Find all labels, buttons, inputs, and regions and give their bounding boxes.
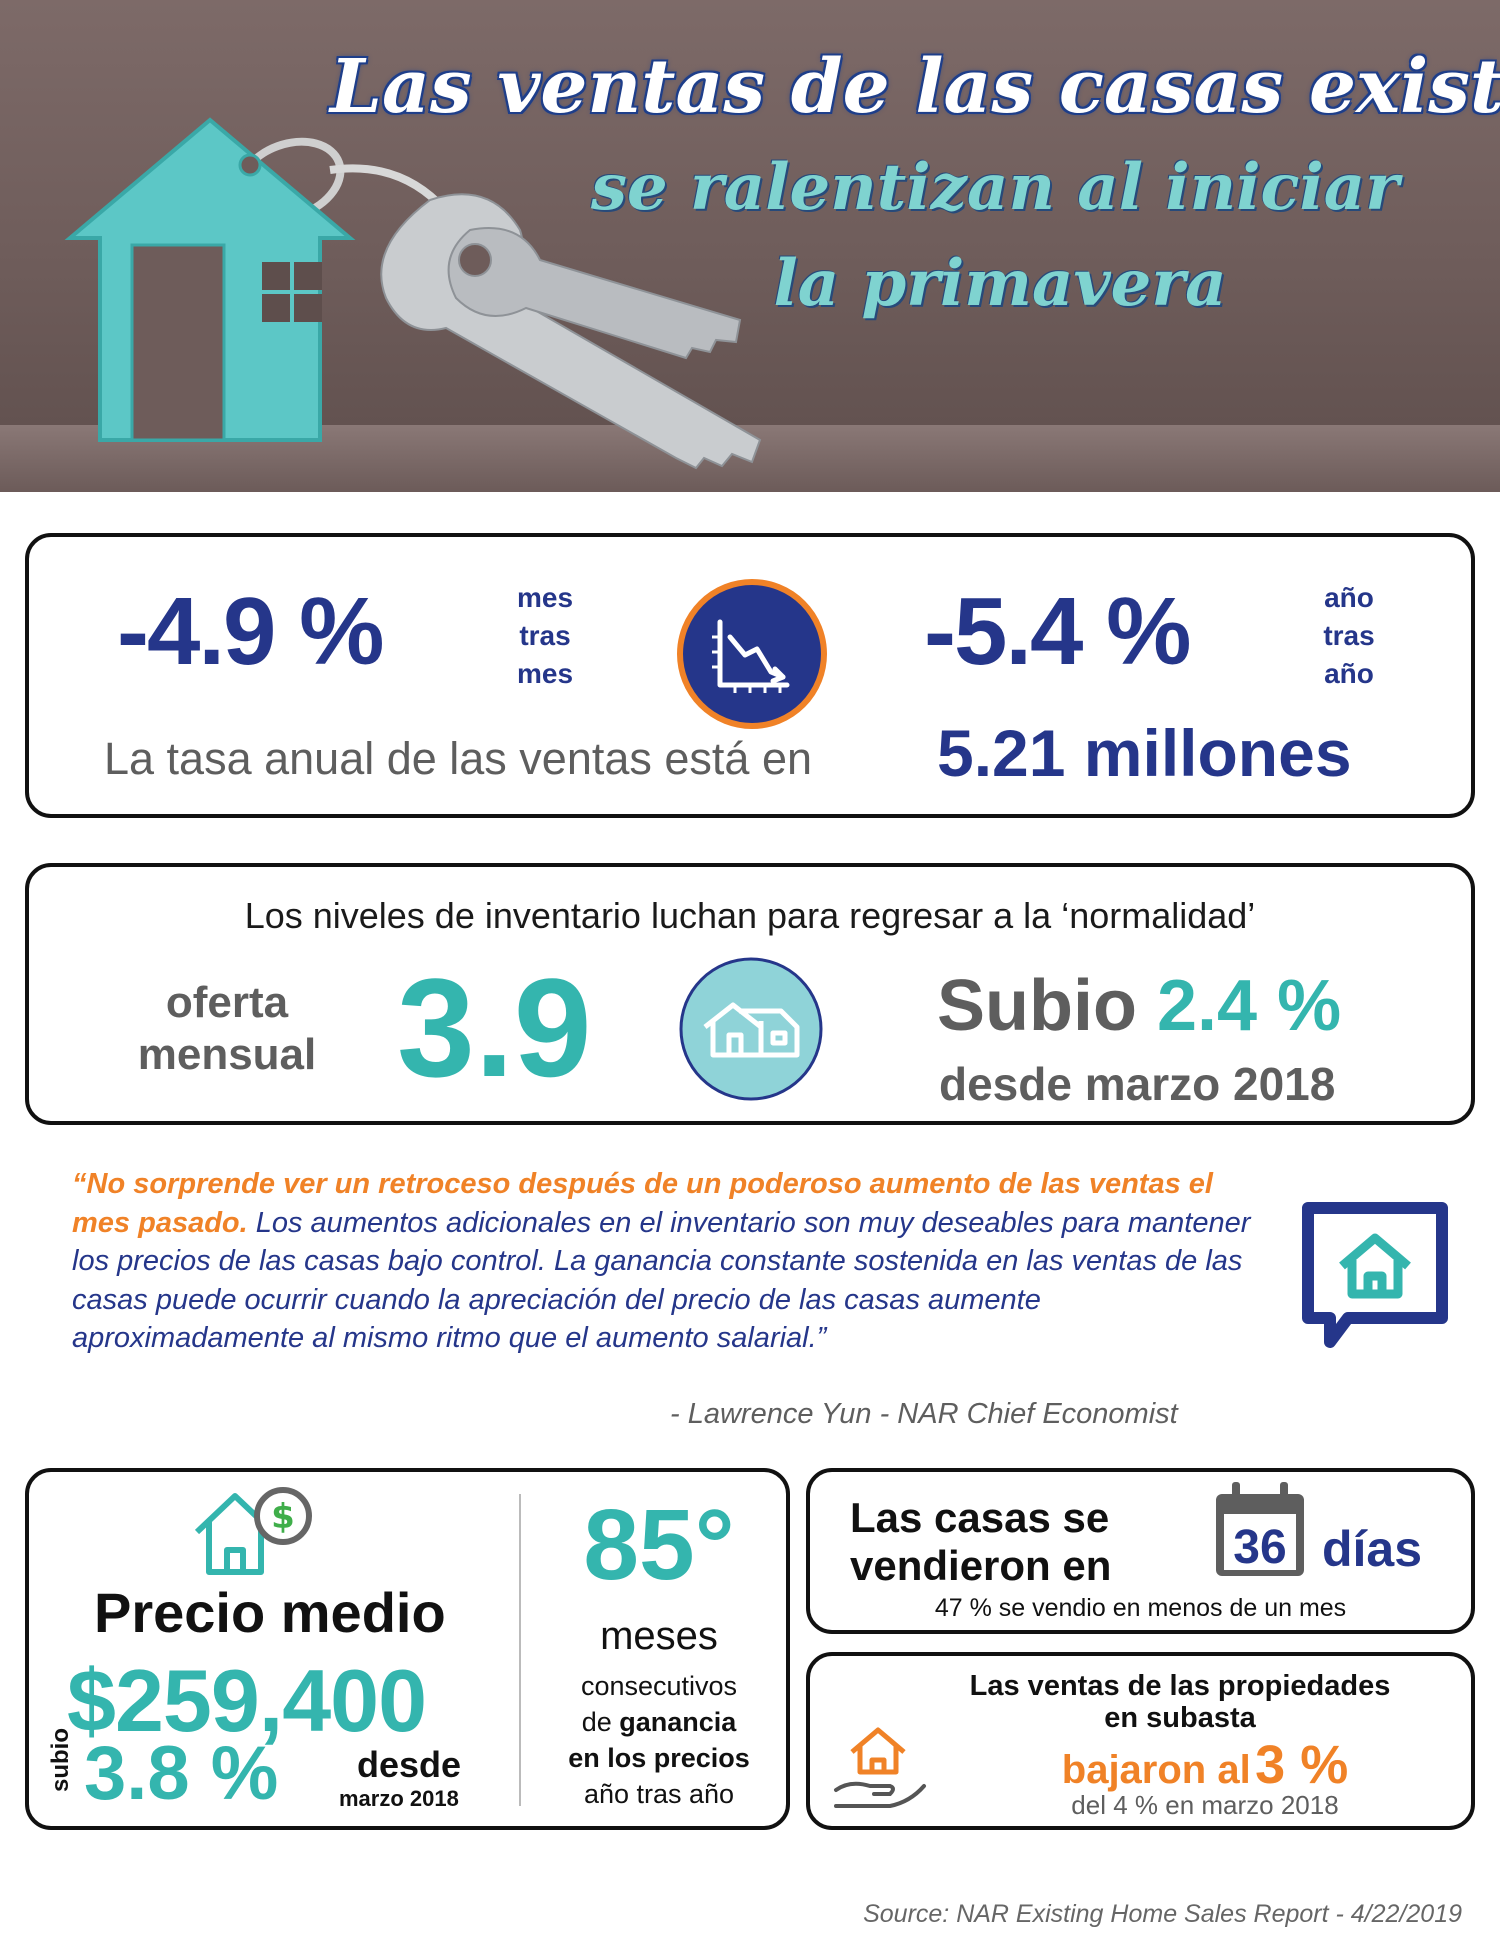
quote-highlight: “No sorprende ver un retroceso después d… bbox=[72, 1168, 1213, 1239]
inventory-box: Los niveles de inventario luchan para re… bbox=[25, 863, 1475, 1125]
supply-value: 3.9 bbox=[397, 949, 592, 1106]
yoy-label: año tras año bbox=[1323, 582, 1375, 689]
distressed-from: del 4 % en marzo 2018 bbox=[1071, 1790, 1339, 1820]
mom-value: -4.9 % bbox=[117, 578, 384, 685]
distressed-heading: Las ventas de las propiedades en subasta bbox=[969, 1670, 1391, 1734]
price-rise-word: subio bbox=[47, 1728, 74, 1792]
distressed-box: Las ventas de las propiedades en subasta … bbox=[806, 1652, 1475, 1830]
yoy-value: -5.4 % bbox=[924, 578, 1191, 685]
speech-house-icon bbox=[1302, 1202, 1448, 1348]
price-box: $ Precio medio $259,400 subio 3.8 % desd… bbox=[25, 1468, 790, 1830]
inventory-heading: Los niveles de inventario luchan para re… bbox=[244, 895, 1256, 936]
house-dollar-icon: $ bbox=[194, 1487, 312, 1575]
price-rise-value: 3.8 % bbox=[84, 1731, 279, 1816]
inventory-rise: Subio 2.4 % bbox=[937, 966, 1342, 1046]
distressed-fell: bajaron al 3 % bbox=[1061, 1735, 1349, 1795]
hand-house-icon bbox=[834, 1727, 926, 1808]
source-citation: Source: NAR Existing Home Sales Report -… bbox=[863, 1900, 1462, 1928]
house-tag-shape bbox=[64, 117, 356, 442]
house-icon bbox=[679, 957, 823, 1101]
price-since-1: desde bbox=[357, 1744, 462, 1785]
days-value: 36 bbox=[1233, 1521, 1287, 1574]
streak-desc: consecutivos de ganancia en los precios … bbox=[568, 1671, 750, 1809]
sales-box: -4.9 % mes tras mes -5.4 % año tras año La t… bbox=[25, 533, 1475, 818]
annual-rate-value: 5.21 millones bbox=[937, 716, 1352, 790]
days-text: Las casas se vendieron en bbox=[850, 1494, 1112, 1589]
chart-down-icon bbox=[677, 579, 827, 729]
economist-quote: “No sorprende ver un retroceso después d… bbox=[72, 1165, 1272, 1358]
price-since-2: marzo 2018 bbox=[339, 1786, 459, 1811]
title-line-2: se ralentizan al iniciar bbox=[591, 150, 1399, 225]
price-label: Precio medio bbox=[94, 1581, 446, 1644]
mom-label: mes tras mes bbox=[516, 582, 574, 689]
annual-rate-text: La tasa anual de las ventas está en bbox=[104, 733, 813, 784]
price-divider bbox=[519, 1494, 521, 1806]
calendar-icon bbox=[1216, 1482, 1304, 1576]
house-keychain-illustration bbox=[64, 117, 762, 470]
quote-author: - Lawrence Yun - NAR Chief Economist bbox=[670, 1398, 1178, 1430]
hero-banner: Las ventas de las casas existentes se ra… bbox=[0, 0, 1500, 492]
streak-unit: meses bbox=[600, 1614, 718, 1658]
price-value: $259,400 bbox=[67, 1651, 427, 1750]
days-box: Las casas se vendieron en 36 días 47 % se… bbox=[806, 1468, 1475, 1634]
svg-text:$: $ bbox=[271, 1497, 295, 1537]
days-note: 47 % se vendio en menos de un mes bbox=[934, 1594, 1347, 1622]
title-line-3: la primavera bbox=[773, 246, 1227, 321]
streak-value: 85° bbox=[583, 1489, 735, 1601]
title-line-1: Las ventas de las casas existentes bbox=[330, 44, 1500, 130]
supply-label: oferta mensual bbox=[137, 978, 317, 1079]
days-unit: días bbox=[1322, 1521, 1423, 1577]
inventory-since: desde marzo 2018 bbox=[939, 1058, 1336, 1110]
quote-body: Los aumentos adicionales en el inventari… bbox=[72, 1206, 1251, 1355]
